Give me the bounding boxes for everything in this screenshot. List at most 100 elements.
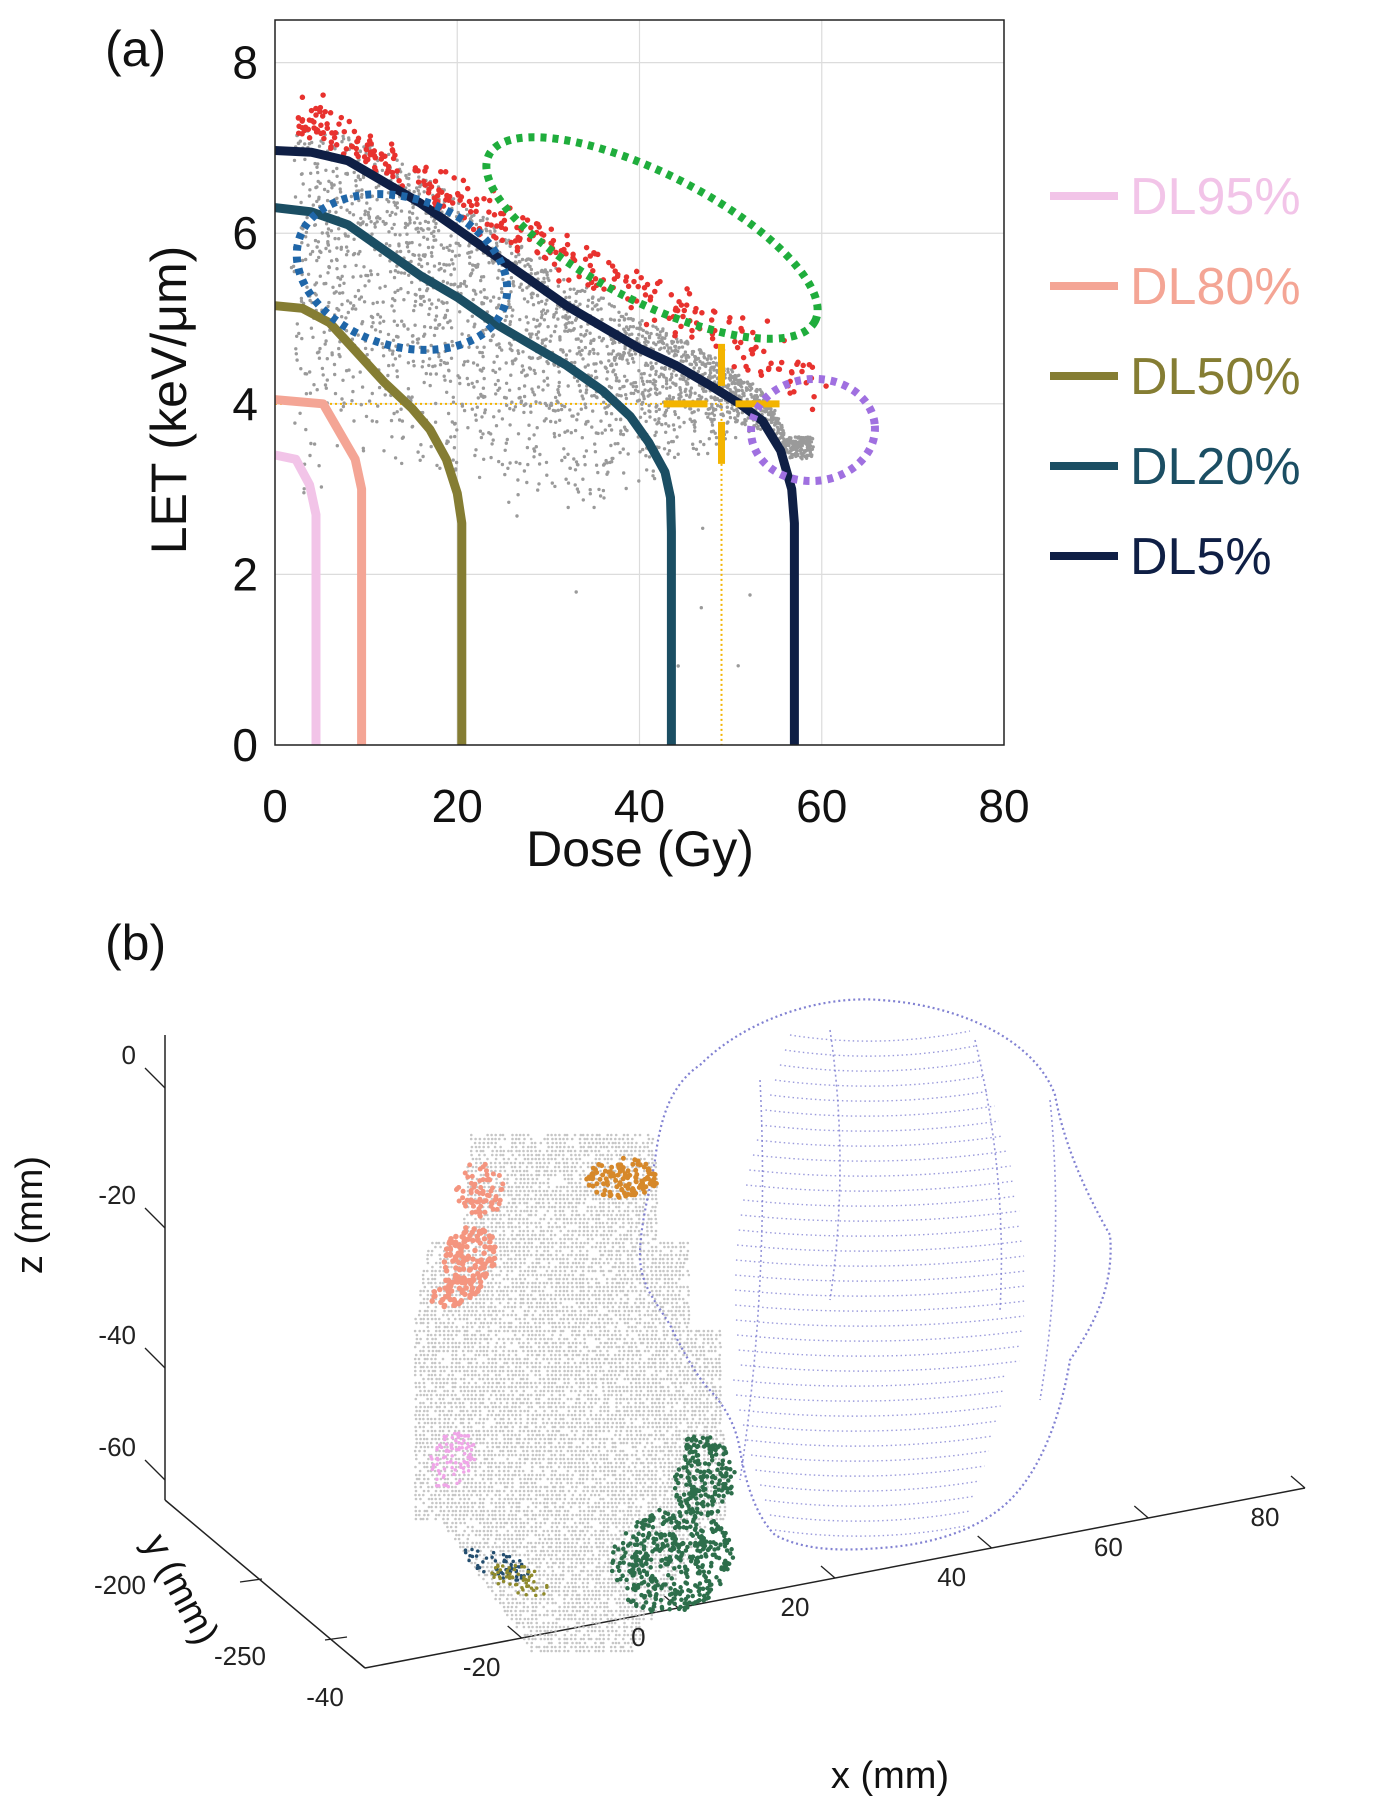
y-tick-label: 4 <box>232 378 258 430</box>
x-tick-label: 40 <box>614 780 665 832</box>
organ-ring <box>789 1030 971 1042</box>
organ-ring <box>740 1210 1020 1222</box>
curve-dl5pct <box>274 146 799 745</box>
z-tick-mark <box>144 1459 166 1481</box>
green-cluster-upper <box>672 1443 737 1519</box>
x-tick-mark <box>1133 1505 1149 1519</box>
organ-ring <box>740 1360 1020 1372</box>
organ-ring <box>735 1315 1025 1327</box>
dose-level-curves <box>274 146 799 745</box>
tick-labels: 0 20 40 60 80 0 2 4 6 8 <box>232 37 1029 832</box>
organ-ring <box>760 1120 1000 1132</box>
legend-label: DL80% <box>1130 258 1301 316</box>
organ-ring <box>760 1480 980 1492</box>
organ-ring <box>764 1495 976 1507</box>
x-tick-label: 20 <box>432 780 483 832</box>
salmon-cluster-top <box>454 1161 506 1219</box>
purple-ellipse <box>747 374 879 486</box>
pink-cluster <box>429 1431 477 1489</box>
green-ellipse <box>482 133 822 343</box>
curve-dl20pct <box>274 203 676 745</box>
organ-ring <box>755 1465 985 1477</box>
x-tick-label-3d: 80 <box>1251 1502 1280 1532</box>
curve-dl50pct <box>274 301 467 745</box>
z-tick-mark <box>144 1067 166 1089</box>
organ-ring <box>743 1195 1017 1207</box>
organ-ring <box>752 1150 1008 1162</box>
organ-ring <box>735 1270 1025 1282</box>
organ-ring <box>774 1075 986 1087</box>
x-tick-mark <box>507 1625 523 1639</box>
legend-label: DL95% <box>1130 168 1301 226</box>
legend: DL95% DL80% DL50% DL20% DL5% <box>1050 168 1301 586</box>
y-tick-label-3d: -250 <box>214 1641 266 1671</box>
gray-voxel-volume <box>413 1133 727 1653</box>
z-axis-label-3d: z (mm) <box>9 1156 51 1274</box>
organ-ring <box>784 1045 976 1057</box>
z-tick-label-3d: -40 <box>98 1320 136 1350</box>
x-tick-mark <box>1290 1475 1306 1489</box>
y-tick-label: 8 <box>232 37 258 89</box>
z-tick-mark <box>144 1207 166 1229</box>
organ-ridge <box>829 1029 841 1301</box>
y-tick-label-3d: -200 <box>94 1570 146 1600</box>
outlined-organ <box>638 998 1112 1551</box>
organ-ring <box>774 1525 966 1537</box>
voxel-clusters <box>429 1155 737 1614</box>
organ-ring <box>735 1255 1025 1267</box>
organ-ring <box>734 1285 1026 1297</box>
orange-cluster <box>584 1155 659 1200</box>
x-tick-label: 60 <box>796 780 847 832</box>
x-tick-mark <box>350 1655 366 1669</box>
organ-ring <box>746 1435 994 1447</box>
green-cluster-main <box>609 1507 736 1614</box>
organ-outline <box>638 998 1112 1551</box>
y-tick-label: 0 <box>232 719 258 771</box>
x-axis-label-3d: x (mm) <box>831 1755 949 1797</box>
organ-ring <box>756 1135 1004 1147</box>
organ-ring <box>765 1105 995 1117</box>
panel-a: (a) 0 20 40 60 80 0 2 4 6 8 Dose (Gy) LET (keV/μm… <box>105 19 1301 877</box>
organ-ring <box>738 1345 1022 1357</box>
y-tick-label: 6 <box>232 207 258 259</box>
x-tick-label: 80 <box>978 780 1029 832</box>
x-tick-label-3d: 60 <box>1094 1532 1123 1562</box>
organ-ring <box>736 1390 1004 1402</box>
organ-ridge <box>739 1079 764 1481</box>
y-tick-mark <box>324 1636 348 1641</box>
x-tick-label: 0 <box>262 780 288 832</box>
organ-ring <box>769 1510 971 1522</box>
y-axis-label-3d: y (mm) <box>134 1527 227 1651</box>
x-tick-mark <box>820 1565 836 1579</box>
y-tick-label: 2 <box>232 548 258 600</box>
legend-label: DL50% <box>1130 348 1301 406</box>
z-tick-label-3d: -20 <box>98 1180 136 1210</box>
organ-ring <box>750 1450 990 1462</box>
organ-ring <box>770 1090 990 1102</box>
y-tick-mark <box>239 1578 263 1583</box>
organ-ring <box>735 1300 1025 1312</box>
olive-cluster <box>490 1563 549 1598</box>
highlight-ellipses <box>292 133 879 486</box>
organ-ridge <box>1039 1099 1057 1401</box>
x-tick-mark <box>977 1535 993 1549</box>
x-tick-label-3d: 20 <box>781 1592 810 1622</box>
blue-ellipse <box>292 190 512 354</box>
legend-label: DL5% <box>1130 528 1272 586</box>
organ-ring <box>739 1405 1001 1417</box>
plot-frame <box>274 19 1005 746</box>
3d-axes <box>144 1035 1306 1669</box>
legend-label: DL20% <box>1130 438 1301 496</box>
organ-ring <box>738 1225 1022 1237</box>
organ-ring <box>779 1060 981 1072</box>
gray-voxels <box>413 1133 727 1653</box>
x-tick-label-3d: 40 <box>937 1562 966 1592</box>
z-tick-label-3d: -60 <box>98 1432 136 1462</box>
organ-ring <box>737 1240 1023 1252</box>
curve-dl95pct <box>274 450 321 745</box>
salmon-cluster-low <box>429 1274 484 1310</box>
z-tick-label-3d: 0 <box>122 1040 136 1070</box>
organ-ridge <box>974 1039 1003 1311</box>
